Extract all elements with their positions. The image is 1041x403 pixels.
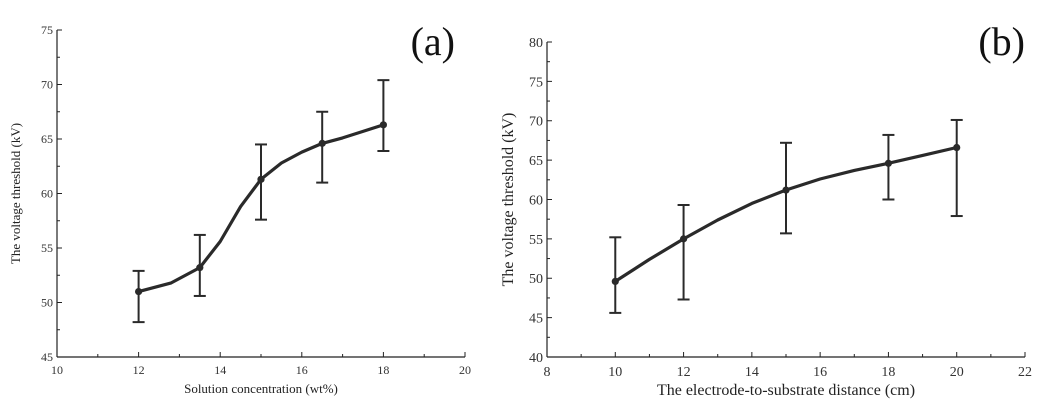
y-tick-label: 60 — [41, 187, 53, 201]
data-point — [953, 143, 961, 152]
x-tick-label: 10 — [608, 365, 622, 380]
x-tick-label: 20 — [459, 363, 471, 377]
y-tick-label: 40 — [529, 351, 543, 366]
series-line — [137, 123, 385, 294]
y-axis-label: The voltage threshold (kV) — [500, 113, 517, 287]
panel-label: (b) — [978, 19, 1025, 64]
data-point — [135, 288, 143, 296]
y-tick-label: 50 — [41, 296, 53, 310]
y-tick-label: 70 — [41, 78, 53, 92]
x-tick-label: 18 — [881, 365, 895, 380]
x-tick-label: 14 — [745, 365, 759, 380]
x-tick-label: 10 — [51, 363, 63, 377]
x-tick-label: 22 — [1018, 365, 1032, 380]
y-tick-label: 80 — [529, 36, 543, 51]
data-point — [782, 186, 790, 194]
y-tick-label: 60 — [529, 193, 543, 208]
y-tick-label: 45 — [41, 350, 53, 364]
y-tick-label: 55 — [41, 241, 53, 255]
panel-label: (a) — [411, 19, 455, 64]
x-tick-label: 20 — [950, 365, 964, 380]
y-tick-label: 65 — [529, 154, 543, 169]
data-point — [679, 235, 688, 243]
x-axis-label: The electrode-to-substrate distance (cm) — [657, 382, 915, 399]
data-point — [257, 175, 265, 183]
x-tick-label: 8 — [544, 365, 551, 380]
data-point — [318, 139, 326, 147]
data-point — [196, 264, 204, 272]
y-axis-label: The voltage threshold (kV) — [8, 123, 23, 264]
chart-panel-1: 8 10 12 14 16 18 20 22 40 45 50 55 60 65 70 75 80 The ele… — [500, 19, 1032, 399]
y-tick-label: 50 — [529, 272, 543, 287]
y-tick-label: 70 — [529, 115, 543, 130]
x-tick-label: 16 — [813, 365, 827, 380]
x-tick-label: 16 — [296, 363, 308, 377]
x-axis-label: Solution concentration (wt%) — [184, 381, 338, 396]
chart-panel-0: 10 12 14 16 18 20 45 50 55 60 65 70 75 Solution conce… — [8, 19, 471, 396]
data-point — [884, 159, 893, 167]
y-tick-label: 55 — [529, 233, 543, 248]
x-tick-label: 14 — [214, 363, 226, 377]
y-tick-label: 75 — [41, 23, 53, 37]
x-tick-label: 18 — [377, 363, 389, 377]
data-point — [611, 277, 619, 285]
y-tick-label: 65 — [41, 132, 53, 146]
y-tick-label: 75 — [529, 75, 543, 90]
x-tick-label: 12 — [677, 365, 691, 380]
y-tick-label: 45 — [529, 312, 543, 327]
x-tick-label: 12 — [133, 363, 145, 377]
data-point — [379, 121, 387, 129]
